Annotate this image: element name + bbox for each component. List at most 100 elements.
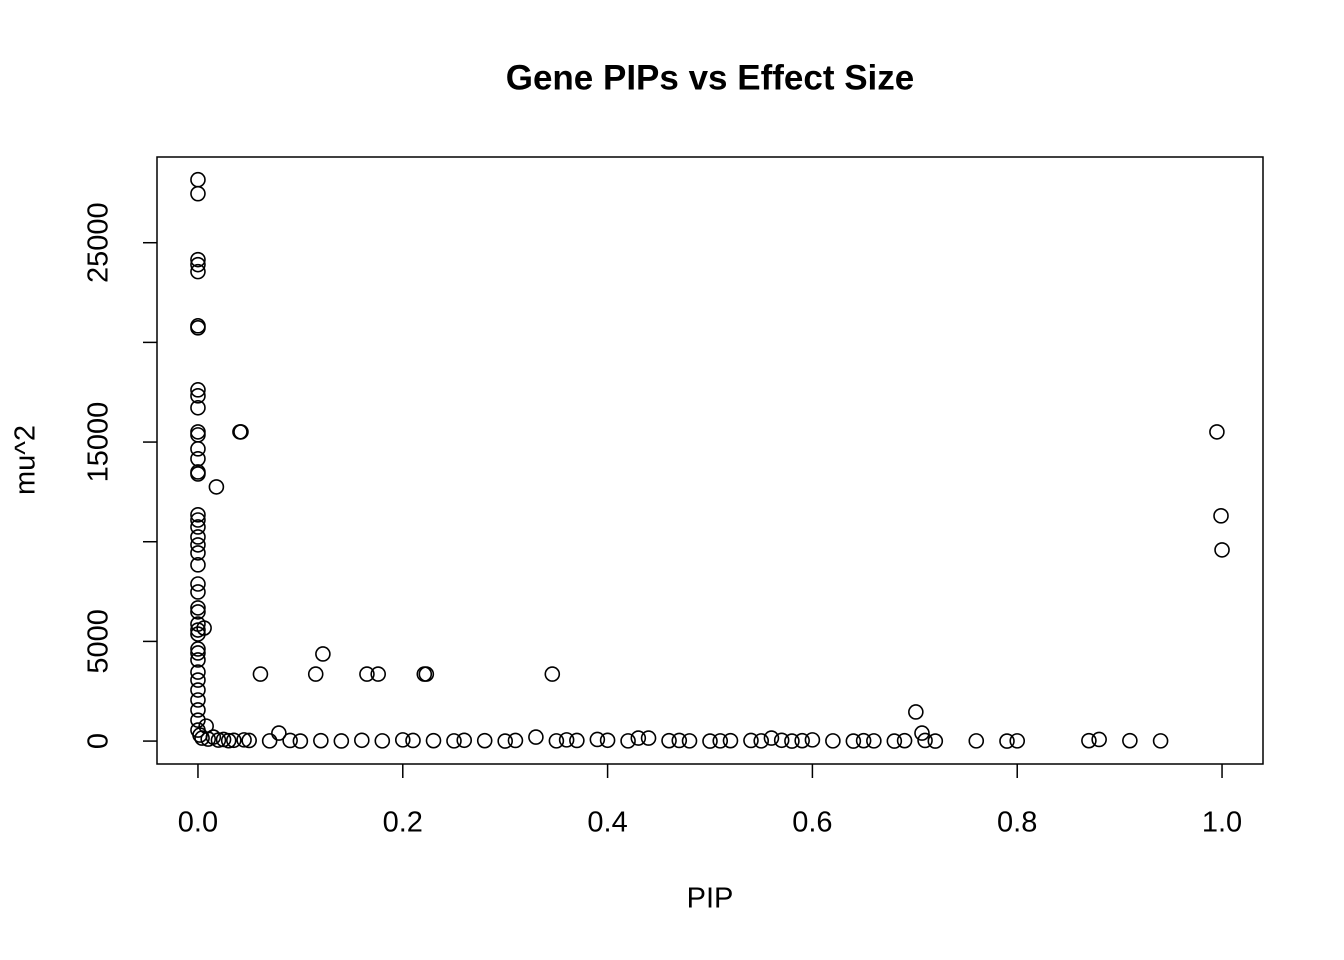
point — [261, 733, 278, 749]
point — [241, 732, 257, 749]
point — [190, 622, 206, 638]
point — [405, 732, 421, 749]
point — [190, 645, 206, 661]
point — [374, 733, 391, 749]
point — [914, 725, 930, 741]
point — [908, 704, 924, 720]
point — [292, 733, 309, 749]
point — [370, 666, 387, 682]
point — [190, 466, 206, 482]
point — [252, 666, 269, 682]
point — [968, 733, 985, 749]
point — [394, 732, 411, 748]
point — [620, 733, 636, 749]
point — [773, 732, 790, 749]
point — [558, 732, 575, 748]
x-tick-label: 0.8 — [997, 807, 1037, 839]
point — [630, 730, 647, 746]
point — [681, 733, 698, 749]
point — [190, 256, 206, 273]
y-tick-label: 5000 — [83, 609, 115, 674]
point — [722, 732, 739, 749]
point — [753, 733, 770, 749]
point — [1152, 733, 1169, 749]
point — [548, 733, 565, 749]
point — [271, 725, 287, 741]
point — [599, 732, 616, 749]
point — [896, 732, 913, 749]
point — [190, 712, 206, 728]
point — [190, 576, 206, 592]
plot-box — [156, 156, 1264, 765]
point — [456, 732, 473, 749]
y-tick-label: 25000 — [83, 202, 115, 283]
point — [1081, 732, 1097, 749]
point — [190, 604, 206, 620]
point — [190, 185, 206, 202]
point — [804, 732, 821, 748]
point — [190, 692, 206, 708]
point — [640, 730, 657, 746]
x-axis-label: PIP — [687, 883, 734, 915]
point — [784, 733, 800, 749]
point — [190, 451, 206, 467]
point — [190, 682, 206, 698]
point — [845, 733, 862, 749]
y-tick-label: 0 — [83, 733, 115, 749]
x-tick-label: 1.0 — [1202, 807, 1242, 839]
point — [927, 733, 944, 749]
point — [507, 732, 524, 749]
point — [196, 620, 212, 636]
point — [190, 263, 206, 280]
point — [1122, 732, 1138, 749]
point — [425, 732, 442, 749]
point — [190, 702, 206, 718]
point — [190, 251, 206, 268]
point — [1213, 508, 1229, 524]
point — [661, 732, 677, 749]
point — [476, 732, 493, 749]
point — [917, 732, 933, 749]
point — [855, 732, 872, 749]
point — [190, 557, 206, 573]
point — [194, 730, 210, 746]
point — [190, 388, 206, 404]
point — [190, 519, 206, 535]
point — [1209, 424, 1225, 440]
point — [999, 733, 1015, 749]
point — [1091, 731, 1107, 748]
point — [333, 733, 350, 749]
point — [190, 507, 206, 523]
point — [866, 733, 882, 749]
point — [497, 733, 513, 749]
point — [313, 732, 329, 749]
point — [671, 732, 688, 749]
point — [359, 666, 375, 682]
point — [190, 545, 206, 561]
point — [794, 732, 810, 749]
point — [282, 732, 298, 749]
x-tick-label: 0.4 — [587, 807, 627, 839]
x-tick-label: 0.0 — [178, 807, 218, 839]
point — [544, 666, 561, 682]
point — [1214, 542, 1230, 558]
point — [190, 600, 206, 616]
point — [226, 732, 242, 749]
point — [743, 732, 759, 749]
x-tick-label: 0.6 — [792, 807, 832, 839]
point — [446, 733, 462, 749]
point — [210, 732, 227, 748]
x-tick-label: 0.2 — [383, 807, 423, 839]
y-axis-label: mu^2 — [10, 425, 42, 495]
point — [220, 732, 237, 749]
point — [354, 732, 370, 749]
point — [190, 512, 206, 528]
point — [589, 731, 606, 748]
point — [190, 320, 206, 336]
point — [190, 529, 206, 545]
point — [190, 537, 206, 553]
point — [190, 652, 206, 668]
point — [702, 733, 718, 749]
